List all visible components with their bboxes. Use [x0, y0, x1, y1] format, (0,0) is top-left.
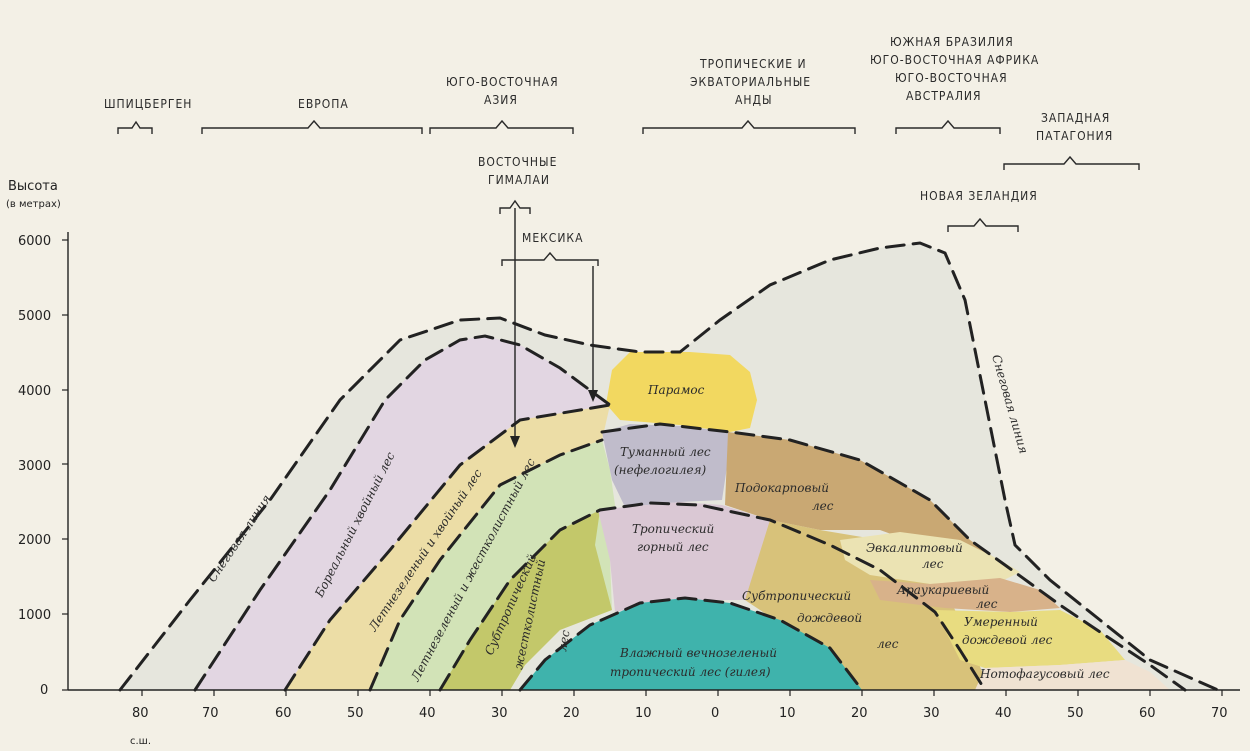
- y-tick-3000: 3000: [18, 459, 51, 474]
- x-tick-10s: 10: [779, 706, 796, 721]
- region-new-zealand: НОВАЯ ЗЕЛАНДИЯ: [920, 189, 1038, 203]
- region-southern-line4: АВСТРАЛИЯ: [906, 89, 982, 103]
- region-patagonia-line2: ПАТАГОНИЯ: [1036, 129, 1113, 143]
- x-tick-70n: 70: [202, 706, 219, 721]
- label-subtrop-rain-2: дождевой: [797, 611, 862, 625]
- label-temperate-rain-1: Умеренный: [964, 615, 1038, 629]
- y-tick-6000: 6000: [18, 234, 51, 249]
- y-axis-title: Высота: [8, 179, 58, 194]
- brace-himalaya: [499, 199, 531, 214]
- x-tick-80n: 80: [132, 706, 149, 721]
- x-tick-0: 0: [711, 706, 719, 721]
- label-cloud-forest-1: Туманный лес: [620, 445, 711, 459]
- label-paramos: Парамос: [647, 383, 705, 397]
- region-himalaya-line1: ВОСТОЧНЫЕ: [478, 155, 557, 169]
- x-tick-30s: 30: [923, 706, 940, 721]
- region-southern-line2: ЮГО-ВОСТОЧНАЯ АФРИКА: [870, 53, 1039, 67]
- boreal-upper-boundary: [193, 334, 612, 692]
- label-trop-montane-2: горный лес: [637, 540, 709, 554]
- y-tick-2000: 2000: [18, 533, 51, 548]
- x-tick-30n: 30: [491, 706, 508, 721]
- label-temperate-rain-2: дождевой лес: [962, 633, 1053, 647]
- label-trop-montane-1: Тропический: [632, 522, 714, 536]
- label-eucalyptus-2: лес: [922, 557, 944, 571]
- himalaya-pointer-arrow: [510, 436, 520, 448]
- region-southern-line3: ЮГО-ВОСТОЧНАЯ: [895, 71, 1008, 85]
- conifer-upper-boundary: [283, 403, 612, 692]
- y-axis-tick-marks: [62, 239, 68, 691]
- zone-temperate-rain: [935, 610, 1125, 668]
- x-tick-20n: 20: [563, 706, 580, 721]
- zone-cloud-forest: [602, 424, 730, 507]
- label-subtrop-rain-3: лес: [877, 637, 899, 651]
- x-axis-note: с.ш.: [130, 736, 151, 747]
- zone-podocarp: [725, 432, 1000, 562]
- zone-subtrop-rain: [745, 520, 990, 690]
- y-axis-unit: (в метрах): [6, 199, 61, 210]
- label-subtrop-rain-1: Субтропический: [742, 589, 851, 603]
- brace-se-asia: [429, 119, 574, 134]
- hylaea-upper-boundary: [518, 596, 864, 692]
- brace-spitsbergen: [117, 120, 153, 134]
- zone-summer-sclero: [370, 440, 615, 690]
- region-se-asia-line1: ЮГО-ВОСТОЧНАЯ: [446, 75, 559, 89]
- zone-trop-montane: [598, 502, 770, 612]
- label-hylaea-1: Влажный вечнозеленый: [619, 646, 777, 660]
- brace-andes: [642, 119, 856, 134]
- label-araucaria-1: Араукариевый: [896, 583, 989, 597]
- label-podocarp-1: Подокарповый: [734, 481, 829, 495]
- zone-eucalyptus: [840, 532, 1020, 584]
- zone-boreal: [195, 336, 610, 690]
- brace-mexico: [501, 251, 599, 266]
- x-tick-50n: 50: [347, 706, 364, 721]
- x-tick-20s: 20: [851, 706, 868, 721]
- label-cloud-forest-2: (нефелогилея): [614, 463, 707, 477]
- label-araucaria-2: лес: [976, 597, 998, 611]
- forest-line-boundary: [368, 422, 1187, 692]
- x-tick-60n: 60: [275, 706, 292, 721]
- y-tick-4000: 4000: [18, 384, 51, 399]
- region-spitsbergen: ШПИЦБЕРГЕН: [104, 97, 192, 111]
- y-tick-5000: 5000: [18, 309, 51, 324]
- region-andes-line3: АНДЫ: [735, 93, 772, 107]
- brace-patagonia: [1003, 155, 1140, 170]
- x-tick-10n: 10: [635, 706, 652, 721]
- region-himalaya-line2: ГИМАЛАИ: [488, 173, 550, 187]
- x-tick-40n: 40: [419, 706, 436, 721]
- label-hylaea-2: тропический лес (гилея): [610, 665, 771, 679]
- region-se-asia-line2: АЗИЯ: [484, 93, 518, 107]
- zone-subtropical-sclero: [440, 510, 612, 690]
- brace-europe: [201, 119, 423, 134]
- zone-araucaria: [870, 578, 1060, 612]
- label-snowline-right: Снеговая линия: [989, 353, 1031, 455]
- y-tick-0: 0: [40, 683, 48, 698]
- x-axis-tick-marks: [141, 690, 1223, 696]
- region-andes-line1: ТРОПИЧЕСКИЕ И: [699, 57, 807, 71]
- zone-summer-conifer: [285, 405, 610, 690]
- x-tick-40s: 40: [995, 706, 1012, 721]
- mexico-pointer-arrow: [588, 390, 598, 402]
- region-southern-line1: ЮЖНАЯ БРАЗИЛИЯ: [890, 35, 1014, 49]
- x-tick-60s: 60: [1139, 706, 1156, 721]
- brace-southern: [895, 119, 1001, 134]
- snow-line-boundary: [118, 241, 1220, 692]
- y-tick-1000: 1000: [18, 608, 51, 623]
- label-eucalyptus-1: Эвкалиптовый: [866, 541, 963, 555]
- region-europe: ЕВРОПА: [298, 97, 349, 111]
- region-patagonia-line1: ЗАПАДНАЯ: [1041, 111, 1110, 125]
- x-tick-50s: 50: [1067, 706, 1084, 721]
- sclero-upper-boundary: [438, 501, 987, 692]
- brace-new-zealand: [947, 217, 1019, 232]
- label-nothofagus: Нотофагусовый лес: [979, 667, 1110, 681]
- label-podocarp-2: лес: [812, 499, 834, 513]
- zone-nothofagus: [975, 660, 1170, 690]
- zone-hylaea: [520, 598, 862, 690]
- label-subtropical-3: лес: [555, 629, 573, 653]
- x-tick-70s: 70: [1211, 706, 1228, 721]
- zone-paramos: [606, 352, 757, 432]
- region-mexico: МЕКСИКА: [522, 231, 583, 245]
- region-andes-line2: ЭКВАТОРИАЛЬНЫЕ: [690, 75, 811, 89]
